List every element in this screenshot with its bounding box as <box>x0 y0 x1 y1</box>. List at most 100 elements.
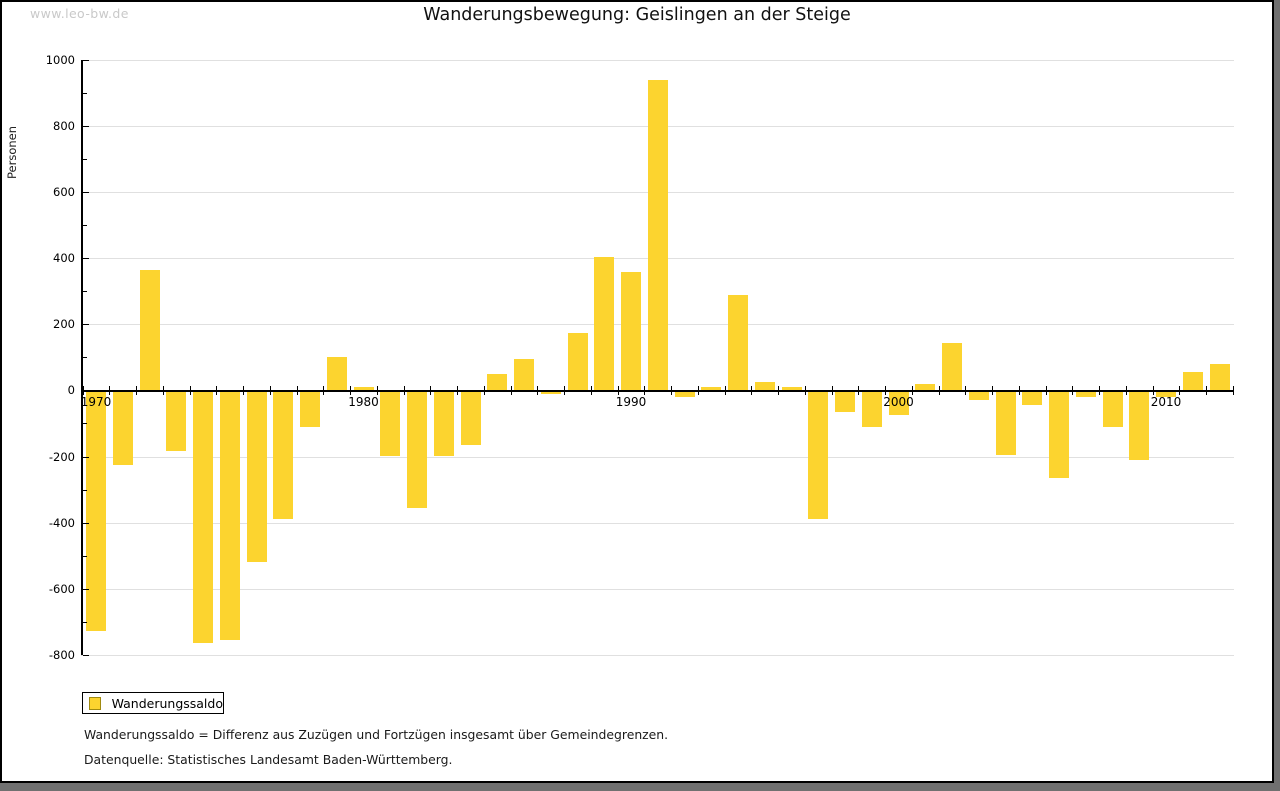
bar-1993 <box>701 387 722 391</box>
bar-2004 <box>995 390 1016 455</box>
bar-1975 <box>219 390 240 640</box>
x-axis-tick <box>1045 386 1047 396</box>
legend-box: Wanderungssaldo <box>82 692 224 714</box>
bar-1984 <box>460 390 481 445</box>
y-axis-tick--700 <box>83 621 87 623</box>
footnote-source: Datenquelle: Statistisches Landesamt Bad… <box>84 752 453 767</box>
y-axis-tick--500 <box>83 555 87 557</box>
bar-1992 <box>674 390 695 397</box>
x-axis-tick <box>965 386 967 396</box>
bar-1974 <box>193 390 213 644</box>
x-axis-tick <box>617 386 619 396</box>
x-axis-tick <box>938 386 940 396</box>
bar-2011 <box>1182 372 1203 391</box>
y-axis-tick-600 <box>83 192 89 194</box>
x-axis-zero-line <box>81 389 1234 392</box>
y-tick-label-0: 0 <box>67 383 75 398</box>
y-axis-tick-500 <box>83 225 87 227</box>
x-axis-label-2000: 2000 <box>883 394 914 409</box>
x-axis-tick <box>136 386 138 396</box>
x-axis-tick <box>483 386 485 396</box>
bar-2001 <box>915 383 936 391</box>
x-axis-tick <box>403 386 405 396</box>
gridline-1000 <box>81 60 1234 62</box>
x-axis-tick <box>564 386 566 396</box>
bar-1988 <box>567 332 588 391</box>
bar-2007 <box>1075 390 1096 397</box>
bar-1976 <box>246 390 267 563</box>
x-axis-tick <box>189 386 191 396</box>
bar-1989 <box>594 256 615 391</box>
bar-1994 <box>728 294 748 391</box>
x-axis-tick <box>644 386 646 396</box>
bar-1970 <box>86 390 106 632</box>
x-axis-tick <box>1018 386 1020 396</box>
y-axis-tick--200 <box>83 456 89 458</box>
x-axis-tick <box>162 386 164 396</box>
y-axis-line <box>81 60 83 655</box>
bar-2009 <box>1129 390 1150 460</box>
bar-1972 <box>139 269 160 391</box>
x-axis-tick <box>911 386 913 396</box>
y-tick-label-400: 400 <box>53 251 75 266</box>
bar-2010 <box>1156 390 1176 397</box>
x-axis-tick <box>243 386 245 396</box>
bar-1982 <box>407 390 427 508</box>
gridline--800 <box>81 654 1234 656</box>
legend-label: Wanderungssaldo <box>111 695 223 711</box>
y-axis-tick-900 <box>83 93 87 95</box>
y-axis-tick-200 <box>83 324 89 326</box>
x-axis-tick <box>1152 386 1154 396</box>
y-axis-tick--300 <box>83 489 87 491</box>
y-tick-label-600: 600 <box>53 185 75 200</box>
x-axis-tick <box>1099 386 1101 396</box>
x-axis-tick <box>296 386 298 396</box>
bar-2012 <box>1209 364 1230 391</box>
x-axis-tick <box>751 386 753 396</box>
x-axis-tick <box>269 386 271 396</box>
bar-1998 <box>835 390 855 412</box>
x-axis-tick <box>724 386 726 396</box>
x-axis-tick <box>885 386 887 396</box>
x-axis-tick <box>1125 386 1127 396</box>
y-axis-tick-300 <box>83 291 87 293</box>
x-axis-tick <box>858 386 860 396</box>
x-axis-tick <box>537 386 539 396</box>
bar-1987 <box>540 390 561 394</box>
bar-1999 <box>861 390 882 427</box>
x-axis-tick <box>590 386 592 396</box>
y-axis-tick-400 <box>83 258 89 260</box>
watermark: www.leo-bw.de <box>30 6 129 21</box>
y-tick-label--800: -800 <box>48 647 75 662</box>
bar-1985 <box>487 373 508 391</box>
bar-1995 <box>754 382 775 391</box>
x-axis-tick <box>1232 386 1234 396</box>
x-axis-tick <box>831 386 833 396</box>
y-axis-tick-100 <box>83 357 87 359</box>
y-tick-label-1000: 1000 <box>45 53 75 68</box>
x-axis-tick <box>778 386 780 396</box>
bar-1996 <box>781 387 802 391</box>
x-axis-tick <box>992 386 994 396</box>
bar-1973 <box>166 390 187 452</box>
bar-1971 <box>112 390 133 465</box>
y-tick-label-800: 800 <box>53 119 75 134</box>
chart-title: Wanderungsbewegung: Geislingen an der St… <box>423 5 851 25</box>
bar-1990 <box>621 271 641 391</box>
gridline--200 <box>81 456 1234 458</box>
bar-1980 <box>353 387 374 391</box>
bar-1978 <box>300 390 320 427</box>
y-axis-tick-0 <box>83 390 89 392</box>
bar-1981 <box>380 390 401 457</box>
y-axis-tick-800 <box>83 126 89 128</box>
x-axis-label-2010: 2010 <box>1150 394 1182 409</box>
y-axis-tick--100 <box>83 423 87 425</box>
x-axis-tick <box>457 386 459 396</box>
x-axis-tick <box>430 386 432 396</box>
x-axis-tick <box>350 386 352 396</box>
bar-1986 <box>514 359 534 391</box>
plot-area: 1000 800 600 400 200 0 -200 -400 -600 -800 1970 198… <box>2 2 1272 682</box>
x-axis-tick <box>671 386 673 396</box>
